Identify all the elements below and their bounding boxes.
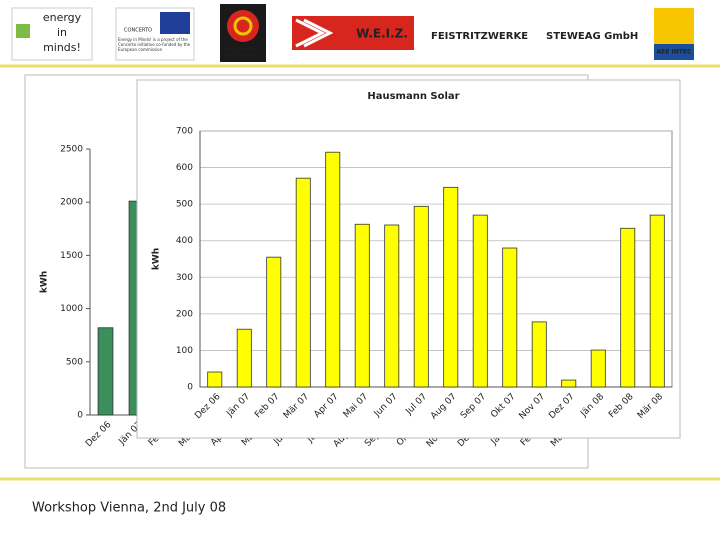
- bar: [590, 349, 606, 388]
- bar: [266, 256, 282, 388]
- logo-spiral: [233, 16, 253, 36]
- y-tick-label: 200: [176, 309, 193, 319]
- y-tick-label: 2500: [60, 145, 83, 155]
- logo-weiz: W.E.I.Z.: [292, 16, 414, 50]
- y-tick-label: 500: [176, 200, 193, 210]
- bar: [207, 371, 223, 388]
- bar: [413, 205, 429, 388]
- logo-text: STEWEAG GmbH: [546, 31, 638, 42]
- logo-energy-in-minds: energy in minds!: [11, 7, 93, 61]
- y-tick-label: 600: [176, 163, 193, 173]
- logo-text: energy: [43, 11, 82, 24]
- chart: Hausmann Solar0100200300400500600700kWhD…: [136, 79, 681, 439]
- logo-feistritzwerke: FEISTRITZWERKE STEWEAG GmbH: [431, 31, 638, 42]
- logo-text: minds!: [43, 41, 81, 54]
- logo-note: Energy in Minds! is a project of the Con…: [118, 37, 191, 52]
- bar: [354, 223, 370, 388]
- y-axis-label: kWh: [152, 248, 162, 270]
- y-tick-label: 700: [176, 127, 193, 137]
- y-tick-label: 1500: [60, 251, 83, 261]
- logo-chevrons: [295, 18, 334, 48]
- footer-text: Workshop Vienna, 2nd July 08: [32, 501, 226, 516]
- y-tick-label: 400: [176, 236, 193, 246]
- bar: [472, 214, 488, 388]
- logo-text: AEE INTEC: [657, 49, 692, 56]
- logo-frame: [292, 16, 414, 50]
- bar: [295, 177, 311, 388]
- logo-text: weiz-gleisdorf: [226, 54, 261, 60]
- bar: [561, 379, 577, 388]
- y-tick-label: 300: [176, 273, 193, 283]
- logo-text: W.E.I.Z.: [356, 27, 408, 41]
- logo-energie-region: energie region weiz-gleisdorf: [220, 4, 266, 62]
- logo-band: [654, 44, 694, 60]
- bar: [620, 227, 636, 388]
- bar: [502, 247, 518, 388]
- bar: [236, 328, 252, 388]
- y-tick-label: 0: [77, 411, 83, 421]
- logo-text: in: [57, 26, 67, 39]
- logo-icon: [16, 24, 30, 38]
- y-tick-label: 1000: [60, 304, 83, 314]
- y-tick-label: 500: [66, 357, 83, 367]
- chart-title: Hausmann Solar: [367, 91, 459, 102]
- y-tick-label: 2000: [60, 198, 83, 208]
- logo-text: energie region: [225, 47, 261, 53]
- logo-concerto: CONCERTO Energy in Minds! is a project o…: [115, 7, 195, 61]
- y-tick-label: 100: [176, 346, 193, 356]
- logo-note-text: Energy in Minds! is a project of the Con…: [118, 37, 191, 52]
- logo-text: CONCERTO: [124, 28, 152, 34]
- bar: [443, 186, 459, 388]
- y-axis-label: kWh: [40, 271, 50, 293]
- bar: [325, 151, 341, 388]
- eu-flag: [160, 12, 190, 34]
- logo-text: FEISTRITZWERKE: [431, 31, 528, 42]
- logo-spiral: [227, 10, 259, 42]
- logo-aee-intec: AEE INTEC: [654, 8, 694, 60]
- bar: [384, 224, 400, 388]
- bar: [97, 327, 114, 416]
- y-tick-label: 0: [187, 383, 193, 393]
- bar: [531, 321, 547, 388]
- bar: [649, 214, 665, 388]
